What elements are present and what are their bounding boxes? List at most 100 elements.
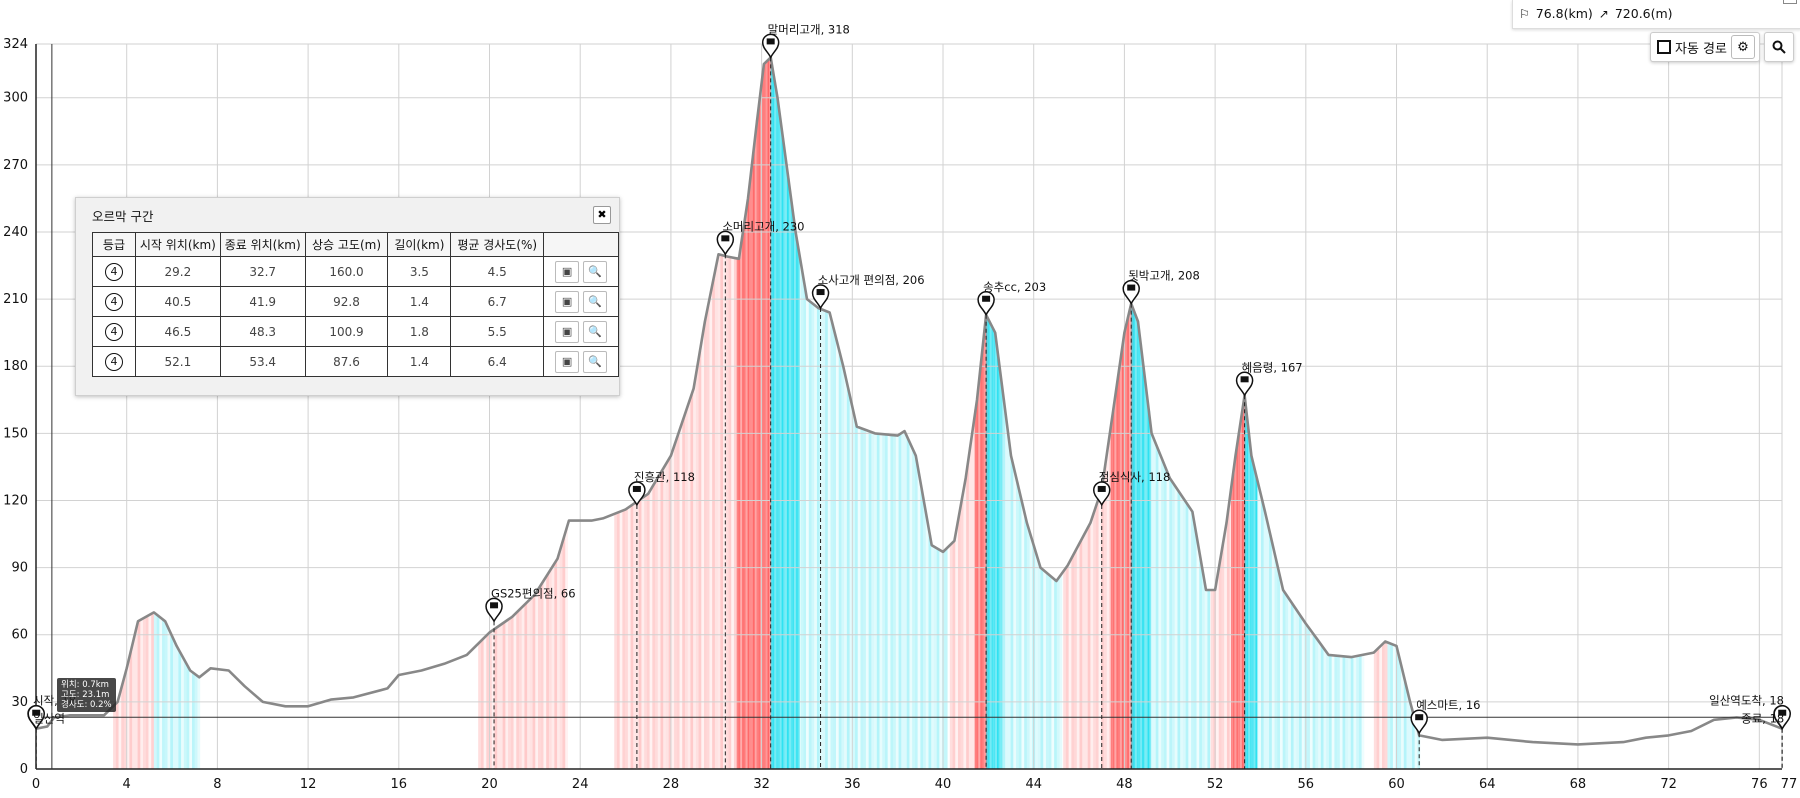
uphill-band [151, 613, 154, 769]
waypoint: 혜음령, 167 [1235, 360, 1303, 769]
downhill-band [1323, 649, 1327, 769]
steep-downhill-band [1253, 468, 1256, 769]
uphill-band [1065, 566, 1069, 769]
waypoint: 소머리고개, 230 [716, 219, 805, 769]
cell-slope: 6.4 [450, 346, 545, 377]
downhill-band [1417, 733, 1421, 769]
steep-uphill-band [1128, 309, 1131, 769]
downhill-band [904, 433, 907, 769]
uphill-band [502, 622, 506, 769]
y-tick-label: 150 [3, 426, 28, 441]
downhill-band [1177, 491, 1181, 769]
uphill-band [478, 642, 481, 769]
climb-table: 등급 시작 위치(km) 종료 위치(km) 상승 고도(m) 길이(km) 평… [92, 232, 619, 377]
uphill-band [709, 292, 713, 769]
uphill-band [1104, 464, 1107, 769]
gear-icon[interactable]: ⚙ [1730, 35, 1755, 59]
uphill-band [701, 334, 705, 769]
camera-icon [1097, 485, 1106, 492]
steep-downhill-band [1246, 419, 1249, 769]
downhill-band [1290, 603, 1294, 769]
downhill-band [1056, 578, 1060, 769]
uphill-band [652, 484, 656, 769]
x-tick-label: 64 [1479, 777, 1496, 792]
downhill-band [1150, 433, 1153, 769]
downhill-band [1328, 655, 1332, 769]
cell-end: 41.9 [219, 286, 306, 317]
uphill-band [706, 305, 710, 769]
steep-downhill-band [781, 134, 784, 769]
downhill-band [1051, 577, 1055, 769]
table-row: 4 52.1 53.4 87.6 1.4 6.4 ▣ 🔍 [92, 346, 619, 377]
uphill-band [674, 442, 677, 769]
uphill-band [1098, 494, 1102, 769]
close-icon[interactable]: ✖ [593, 206, 611, 224]
fit-bounds-icon[interactable]: ▣ [555, 350, 580, 373]
uphill-band [1373, 651, 1377, 769]
downhill-band [827, 312, 831, 769]
downhill-band [159, 617, 163, 769]
y-tick-label: 300 [3, 91, 28, 106]
panel-title: 오르막 구간 [92, 209, 154, 224]
cell-gain: 87.6 [304, 346, 389, 377]
steep-uphill-band [1114, 395, 1117, 769]
x-tick-label: 0 [32, 777, 40, 792]
uphill-band [513, 614, 517, 769]
x-tick-label: 36 [844, 777, 861, 792]
waypoint-label: 송추cc, 203 [983, 280, 1046, 294]
uphill-band [633, 503, 636, 769]
steep-downhill-band [1000, 381, 1003, 769]
cell-end: 53.4 [219, 346, 306, 377]
zoom-in-icon[interactable]: 🔍 [583, 290, 608, 313]
auto-route-checkbox[interactable] [1657, 40, 1671, 54]
uphill-band [1106, 445, 1110, 769]
downhill-band [1040, 568, 1044, 769]
uphill-band [529, 598, 533, 769]
uphill-band [1101, 483, 1105, 769]
downhill-band [1263, 511, 1267, 769]
uphill-band [725, 256, 729, 769]
info-close-icon[interactable] [1783, 0, 1797, 4]
downhill-band [1152, 440, 1156, 769]
x-tick-label: 68 [1570, 777, 1587, 792]
downhill-band [800, 269, 804, 769]
waypoint: 진흥관, 118 [628, 470, 695, 769]
steep-uphill-band [736, 258, 739, 769]
steep-uphill-band [1236, 443, 1239, 769]
steep-downhill-band [790, 201, 793, 769]
uphill-band [733, 258, 737, 769]
steep-downhill-band [1133, 310, 1135, 769]
auto-route-control: 자동 경로 ⚙ [1650, 32, 1760, 62]
search-icon[interactable] [1764, 32, 1794, 62]
fit-bounds-icon[interactable]: ▣ [555, 290, 580, 313]
col-grade: 등급 [92, 232, 136, 257]
uphill-band [554, 561, 558, 769]
downhill-band [1345, 656, 1348, 769]
uphill-band [1218, 560, 1222, 769]
waypoint-label: 소머리고개, 230 [722, 219, 804, 233]
map-pin-icon [485, 597, 503, 623]
steep-downhill-band [777, 107, 780, 770]
steep-downhill-band [779, 121, 782, 769]
zoom-in-icon[interactable]: 🔍 [583, 350, 608, 373]
downhill-band [895, 435, 899, 769]
downhill-band [1409, 703, 1412, 769]
zoom-in-icon[interactable]: 🔍 [583, 260, 608, 283]
uphill-band [1090, 518, 1094, 769]
waypoint: 종료, 18 [1741, 705, 1791, 769]
downhill-band [1166, 473, 1170, 769]
downhill-band [876, 433, 880, 769]
waypoint-label: 예스마트, 16 [1416, 698, 1480, 712]
fit-bounds-icon[interactable]: ▣ [555, 260, 580, 283]
downhill-band [1315, 638, 1319, 769]
downhill-band [1010, 459, 1014, 769]
zoom-in-icon[interactable]: 🔍 [583, 320, 608, 343]
uphill-band [646, 493, 650, 769]
downhill-band [1271, 546, 1275, 769]
fit-bounds-icon[interactable]: ▣ [555, 320, 580, 343]
downhill-band [1282, 591, 1286, 769]
map-pin-icon [716, 230, 735, 257]
downhill-band [1199, 558, 1202, 769]
waypoint-label: 일산역도착, 18 [1709, 694, 1784, 708]
